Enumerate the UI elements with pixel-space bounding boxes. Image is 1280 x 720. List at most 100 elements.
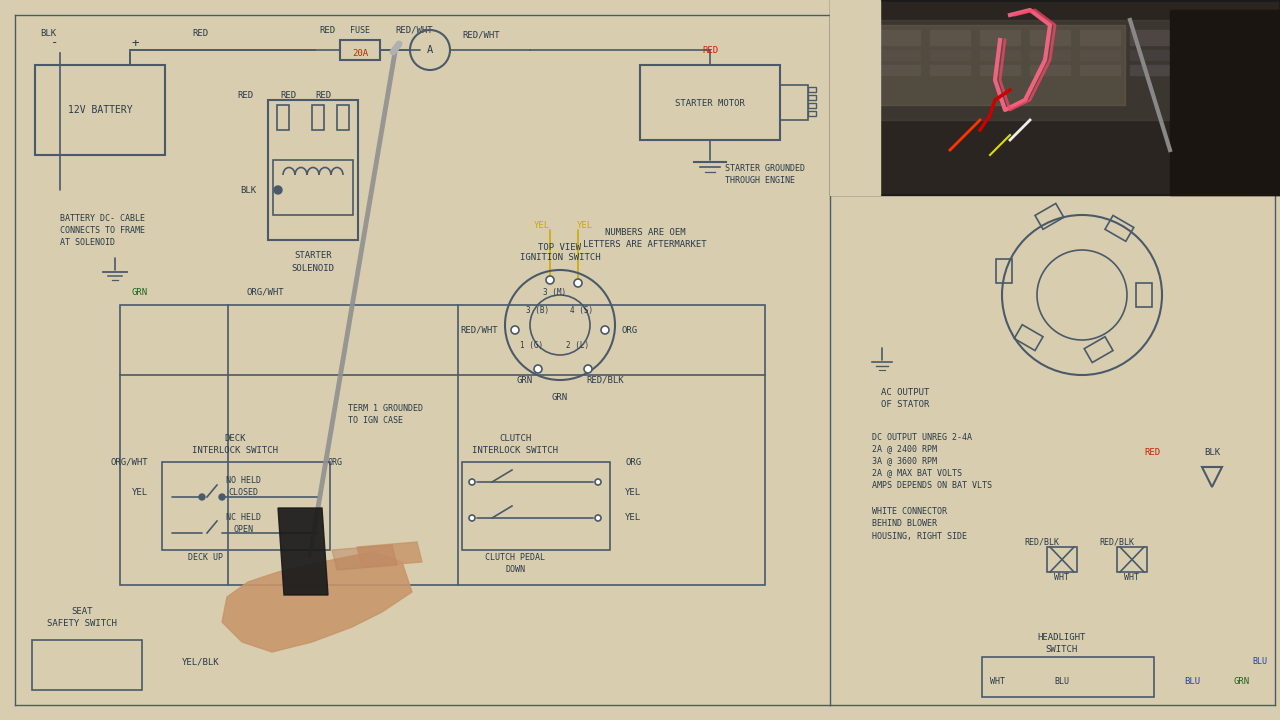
Text: IGNITION SWITCH: IGNITION SWITCH	[520, 253, 600, 261]
Text: STATOR: STATOR	[1064, 182, 1101, 192]
Text: RED/WHT: RED/WHT	[396, 25, 433, 35]
Text: DECK UP: DECK UP	[187, 554, 223, 562]
Bar	[1030, 65, 1070, 75]
Bar	[1105, 215, 1134, 241]
Text: GRN: GRN	[517, 376, 532, 384]
Text: GRN: GRN	[132, 287, 148, 297]
Bar	[1130, 30, 1170, 45]
Bar	[808, 95, 817, 100]
Text: GRN: GRN	[552, 392, 568, 402]
Bar	[268, 100, 358, 240]
Text: 2A @ MAX BAT VOLTS: 2A @ MAX BAT VOLTS	[872, 469, 963, 477]
Bar	[980, 65, 1020, 75]
Text: ORG: ORG	[328, 457, 343, 467]
Bar	[1014, 325, 1043, 351]
Circle shape	[584, 365, 591, 373]
Text: NC HELD: NC HELD	[225, 513, 261, 523]
Circle shape	[468, 479, 475, 485]
Text: ORG/WHT: ORG/WHT	[246, 287, 284, 297]
Text: OPEN: OPEN	[233, 526, 253, 534]
Text: YEL: YEL	[132, 487, 148, 497]
Text: TERM 1 GROUNDED: TERM 1 GROUNDED	[348, 403, 422, 413]
Bar	[1137, 283, 1152, 307]
Bar	[340, 40, 380, 60]
Circle shape	[511, 326, 518, 334]
Bar	[1080, 65, 1120, 75]
Text: 2 (L): 2 (L)	[567, 341, 590, 349]
Text: OF STATOR: OF STATOR	[881, 400, 929, 408]
Text: BLU: BLU	[1055, 678, 1070, 686]
Text: RED: RED	[280, 91, 296, 99]
Text: A: A	[426, 45, 433, 55]
Bar	[1130, 65, 1170, 75]
Bar	[931, 50, 970, 60]
Text: DECK: DECK	[224, 433, 246, 443]
Text: BLU: BLU	[1252, 657, 1267, 667]
Text: CLOSED: CLOSED	[228, 487, 259, 497]
Text: AMPS DEPENDS ON BAT VLTS: AMPS DEPENDS ON BAT VLTS	[872, 480, 992, 490]
Text: AC OUTPUT: AC OUTPUT	[881, 387, 929, 397]
Bar	[780, 85, 808, 120]
Text: TO IGN CASE: TO IGN CASE	[348, 415, 403, 425]
Text: YEL: YEL	[577, 220, 593, 230]
Text: 4 (S): 4 (S)	[571, 305, 594, 315]
Circle shape	[534, 365, 541, 373]
Circle shape	[595, 479, 602, 485]
Bar	[808, 87, 817, 92]
Text: RED/BLK: RED/BLK	[586, 376, 623, 384]
Text: RED: RED	[319, 25, 335, 35]
Text: 20A: 20A	[352, 48, 369, 58]
Text: 3 (B): 3 (B)	[526, 305, 549, 315]
Bar	[1080, 50, 1120, 60]
Text: RED/BLK: RED/BLK	[1024, 538, 1060, 546]
Text: RED: RED	[315, 91, 332, 99]
Text: YEL/BLK: YEL/BLK	[182, 657, 220, 667]
Bar	[931, 65, 970, 75]
Bar	[273, 160, 353, 215]
Bar	[832, 2, 1277, 193]
Bar	[829, 0, 1280, 195]
Bar	[881, 30, 920, 45]
Text: YEL: YEL	[625, 513, 641, 523]
Text: STARTER MOTOR: STARTER MOTOR	[675, 99, 745, 107]
Text: STARTER: STARTER	[294, 251, 332, 259]
Text: ORG: ORG	[622, 325, 639, 335]
Text: WHT: WHT	[989, 678, 1005, 686]
Bar	[1084, 337, 1114, 363]
Text: R MOTOR: R MOTOR	[832, 86, 868, 94]
Text: WHT: WHT	[1055, 572, 1070, 582]
Bar	[276, 105, 289, 130]
Circle shape	[547, 276, 554, 284]
Polygon shape	[357, 542, 422, 567]
Bar	[982, 657, 1155, 697]
Bar	[1130, 50, 1170, 60]
Circle shape	[573, 279, 582, 287]
Text: HOUSING, RIGHT SIDE: HOUSING, RIGHT SIDE	[872, 531, 966, 541]
Circle shape	[602, 326, 609, 334]
Text: RED: RED	[1144, 448, 1160, 456]
Text: SOLENOID: SOLENOID	[292, 264, 334, 272]
Text: RED/WHT: RED/WHT	[462, 30, 499, 40]
Bar	[881, 50, 920, 60]
Text: YEL: YEL	[625, 487, 641, 497]
Bar	[312, 105, 324, 130]
Bar	[931, 30, 970, 45]
Bar	[120, 305, 765, 585]
Polygon shape	[278, 508, 328, 595]
Text: 12V BATTERY: 12V BATTERY	[68, 105, 132, 115]
Text: INTERLOCK SWITCH: INTERLOCK SWITCH	[472, 446, 558, 454]
Text: RED: RED	[237, 91, 253, 99]
Text: BLU: BLU	[1184, 678, 1201, 686]
Text: SWITCH: SWITCH	[1046, 644, 1078, 654]
Text: INTERLOCK SWITCH: INTERLOCK SWITCH	[192, 446, 278, 454]
Text: CONNECTS TO FRAME: CONNECTS TO FRAME	[60, 225, 145, 235]
Bar	[1030, 50, 1070, 60]
Text: RED/BLK: RED/BLK	[1100, 538, 1134, 546]
Text: LETTERS ARE AFTERMARKET: LETTERS ARE AFTERMARKET	[584, 240, 707, 248]
Text: NUMBERS ARE OEM: NUMBERS ARE OEM	[604, 228, 685, 236]
Text: DOWN: DOWN	[506, 565, 525, 575]
Text: 2A @ 2400 RPM: 2A @ 2400 RPM	[872, 444, 937, 454]
Text: +: +	[132, 37, 138, 50]
Text: DC OUTPUT UNREG 2-4A: DC OUTPUT UNREG 2-4A	[872, 433, 972, 441]
Text: TOP VIEW: TOP VIEW	[539, 243, 581, 251]
